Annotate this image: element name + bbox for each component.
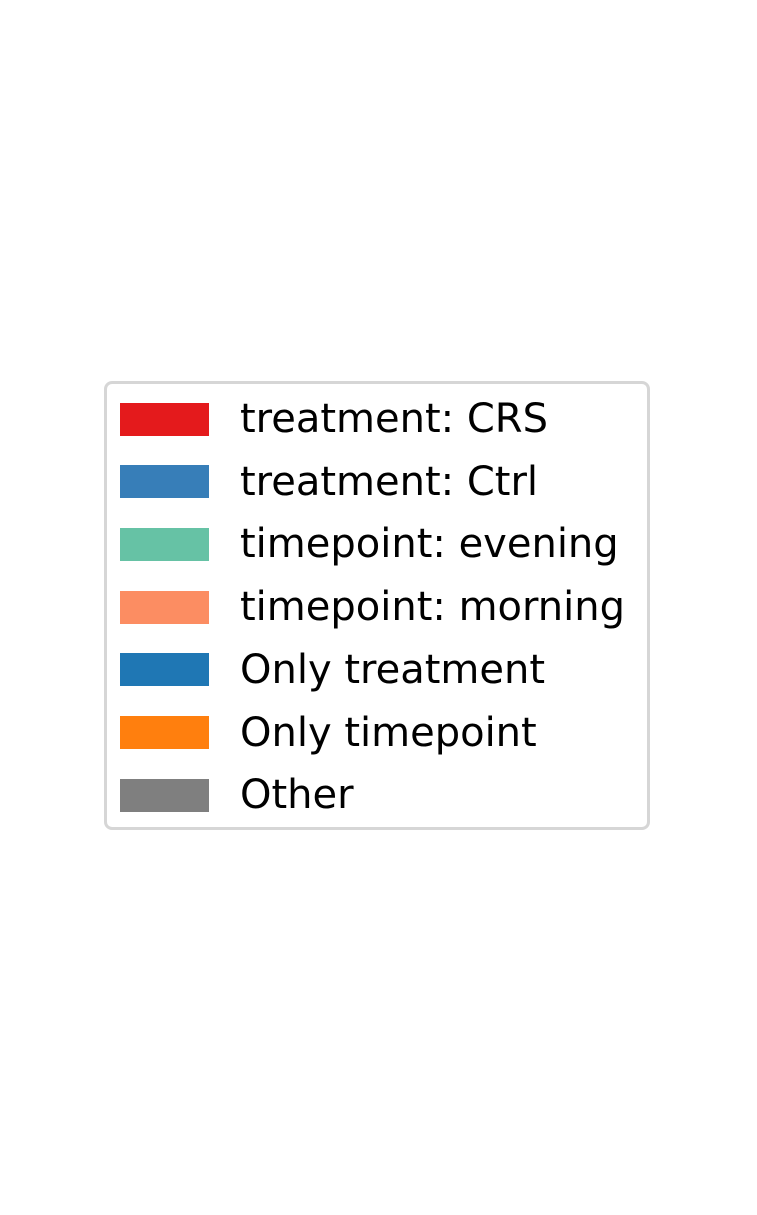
legend-label: Other [240,772,354,819]
legend-swatch [120,465,209,499]
legend-entry: timepoint: morning [120,587,625,627]
legend-swatch [120,653,209,687]
legend-label: timepoint: evening [240,521,619,568]
legend-entry: Only timepoint [120,713,537,753]
legend-label: treatment: CRS [240,396,548,442]
legend-label: Only timepoint [240,709,537,756]
legend-entry: treatment: Ctrl [120,462,538,502]
legend-swatch [120,590,209,624]
legend-label: Only treatment [240,646,545,693]
legend-entry: timepoint: evening [120,524,619,564]
legend-label: timepoint: morning [240,584,625,631]
legend-swatch [120,716,209,749]
legend-entry: Other [120,775,354,815]
legend-label: treatment: Ctrl [240,458,539,505]
legend-entry: treatment: CRS [120,399,548,439]
legend-swatch [120,527,209,561]
legend: treatment: CRS treatment: Ctrl timepoint: … [104,381,650,830]
legend-entry: Only treatment [120,650,545,690]
legend-swatch [120,778,209,812]
legend-swatch [120,402,209,436]
